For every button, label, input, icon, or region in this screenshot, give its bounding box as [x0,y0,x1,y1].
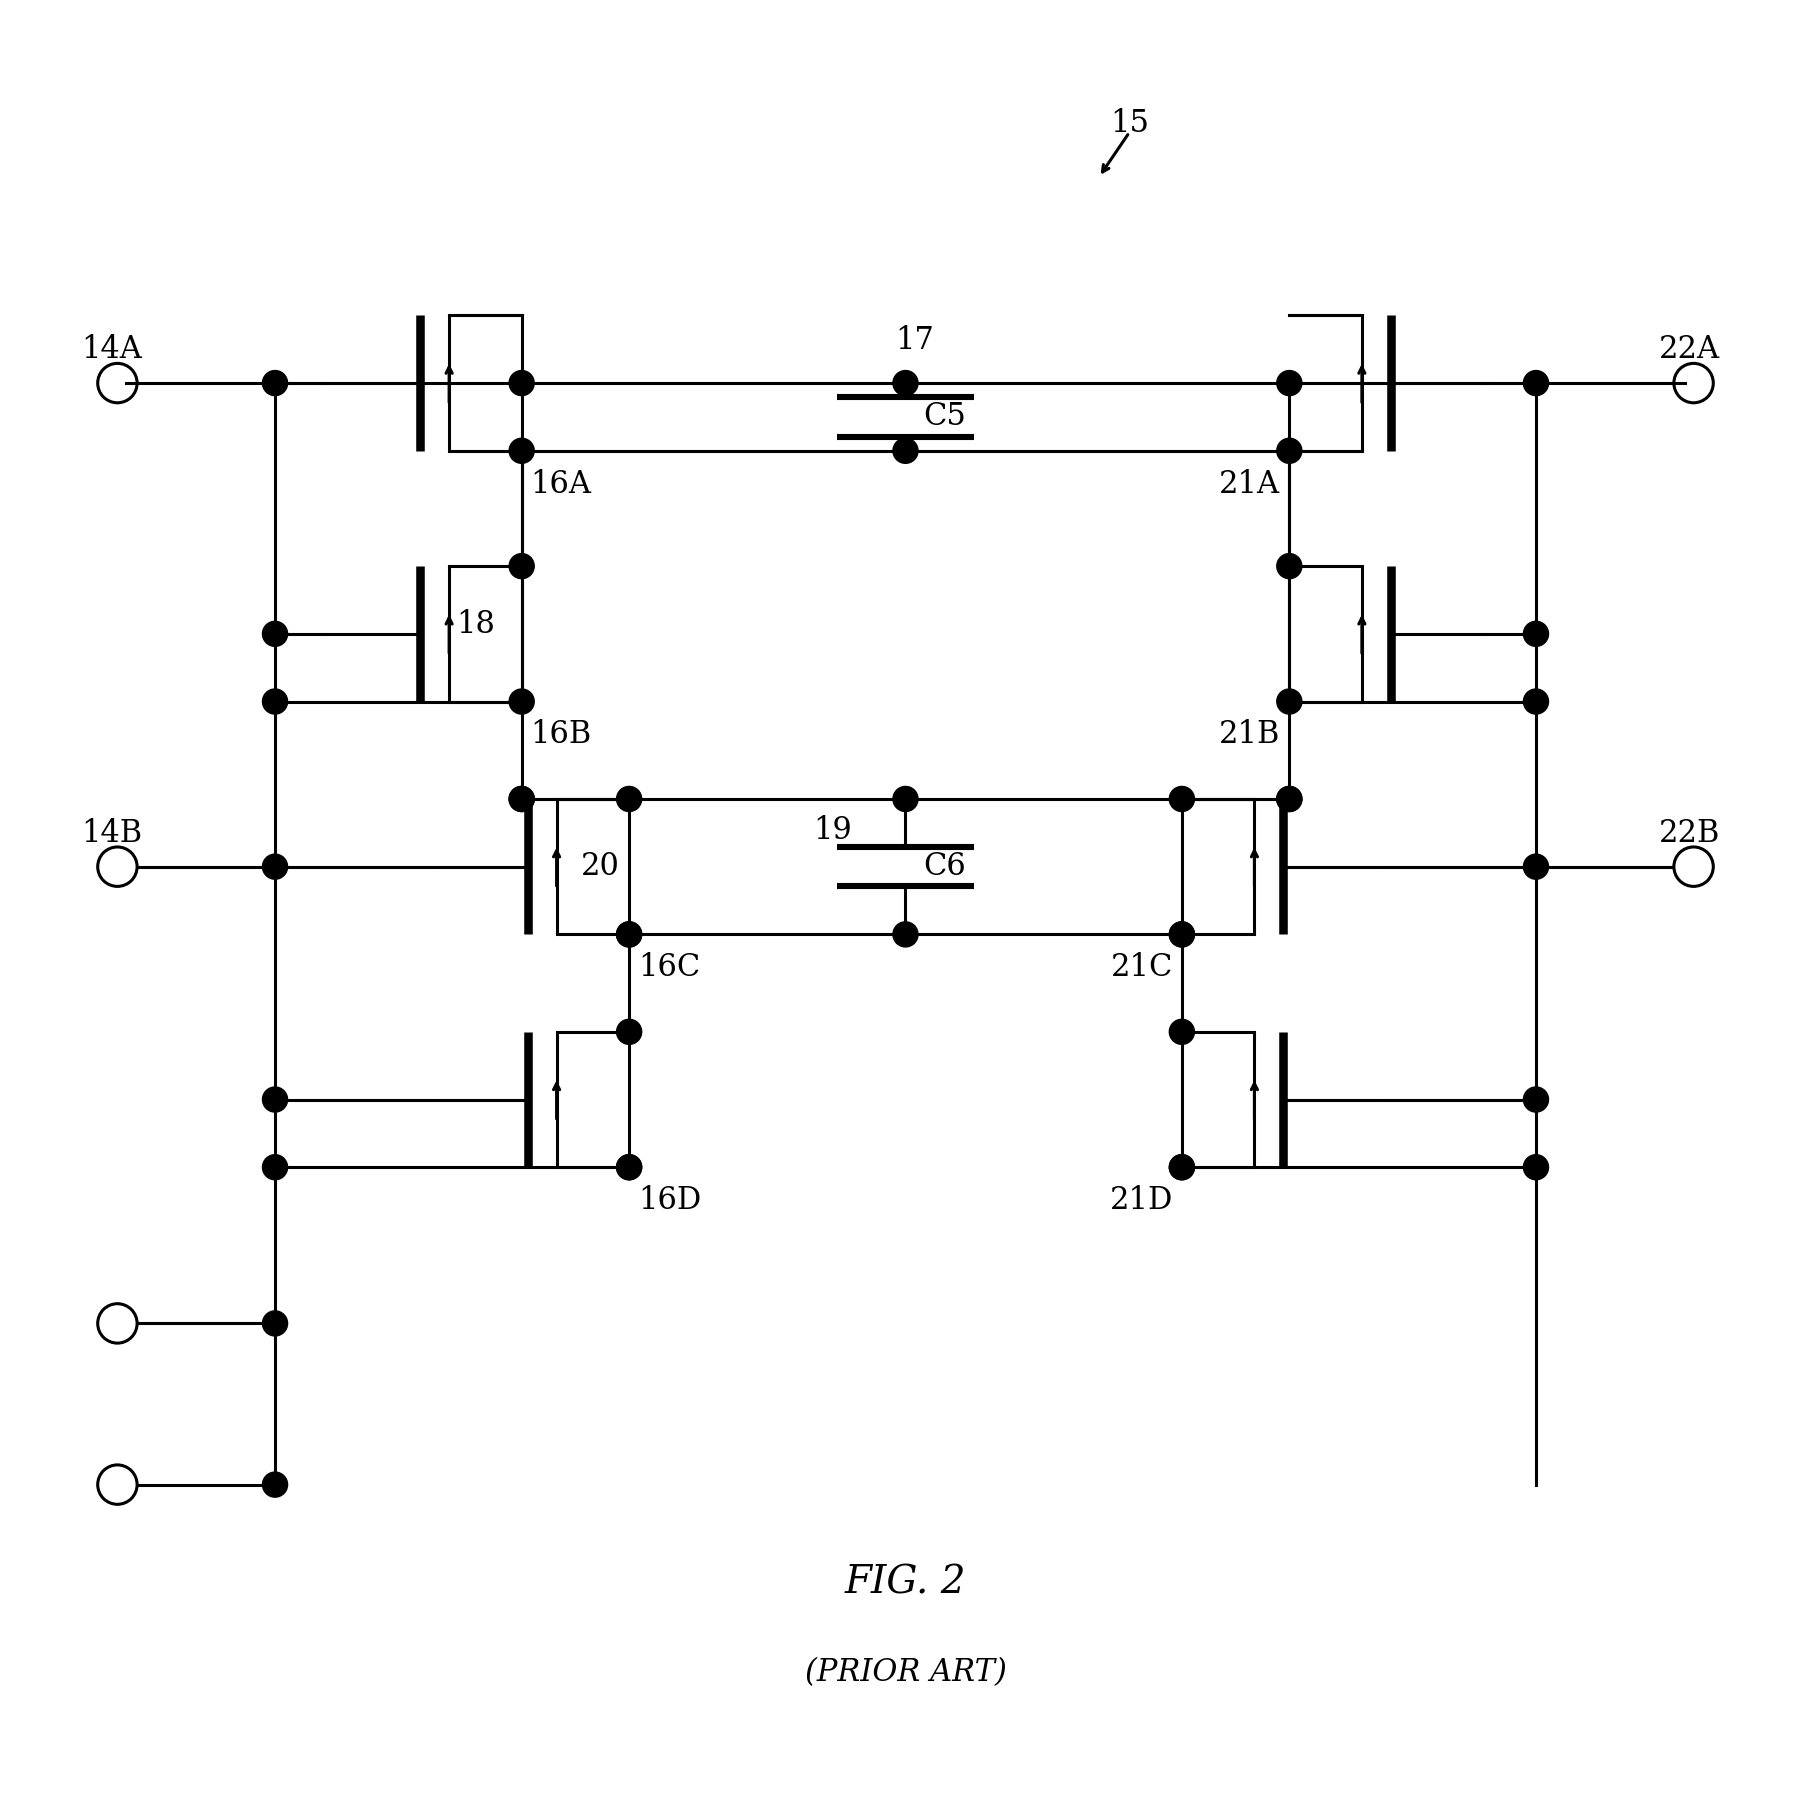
Circle shape [893,787,918,812]
Circle shape [263,621,288,646]
Circle shape [263,1310,288,1336]
Circle shape [1277,439,1302,464]
Text: 22B: 22B [1659,818,1720,848]
Text: 22A: 22A [1659,334,1720,365]
Circle shape [1523,854,1548,879]
Circle shape [1170,1155,1195,1180]
Circle shape [263,690,288,715]
Circle shape [263,370,288,395]
Text: 15: 15 [1110,108,1148,139]
Circle shape [893,922,918,948]
Circle shape [509,554,534,579]
Circle shape [893,439,918,464]
Text: 21A: 21A [1219,469,1280,500]
Text: 14B: 14B [81,818,143,848]
Circle shape [616,787,641,812]
Circle shape [1170,1155,1195,1180]
Text: C5: C5 [924,401,967,433]
Circle shape [1170,922,1195,948]
Text: 20: 20 [581,852,619,883]
Circle shape [509,690,534,715]
Circle shape [263,1087,288,1112]
Text: 16A: 16A [531,469,592,500]
Text: 21B: 21B [1219,720,1280,751]
Circle shape [1523,370,1548,395]
Circle shape [1523,690,1548,715]
Text: 16C: 16C [637,953,701,984]
Circle shape [1277,787,1302,812]
Circle shape [509,787,534,812]
Circle shape [263,854,288,879]
Text: 17: 17 [895,325,934,356]
Circle shape [509,787,534,812]
Circle shape [616,1155,641,1180]
Circle shape [263,1155,288,1180]
Circle shape [1170,1020,1195,1045]
Text: 19: 19 [813,816,851,847]
Text: 21D: 21D [1110,1186,1174,1217]
Text: 21C: 21C [1110,953,1174,984]
Circle shape [1523,1155,1548,1180]
Text: (PRIOR ART): (PRIOR ART) [804,1657,1007,1688]
Text: FIG. 2: FIG. 2 [844,1565,967,1601]
Circle shape [1523,1087,1548,1112]
Circle shape [1277,787,1302,812]
Text: 18: 18 [456,610,494,641]
Circle shape [509,370,534,395]
Text: 16D: 16D [637,1186,701,1217]
Circle shape [1170,787,1195,812]
Circle shape [263,1473,288,1496]
Circle shape [1277,690,1302,715]
Text: 16B: 16B [531,720,592,751]
Circle shape [1277,370,1302,395]
Circle shape [1170,922,1195,948]
Circle shape [893,370,918,395]
Circle shape [1277,554,1302,579]
Circle shape [1523,621,1548,646]
Circle shape [509,439,534,464]
Text: C6: C6 [924,852,965,883]
Circle shape [616,1020,641,1045]
Circle shape [616,1155,641,1180]
Circle shape [616,922,641,948]
Text: 14A: 14A [81,334,143,365]
Circle shape [616,922,641,948]
